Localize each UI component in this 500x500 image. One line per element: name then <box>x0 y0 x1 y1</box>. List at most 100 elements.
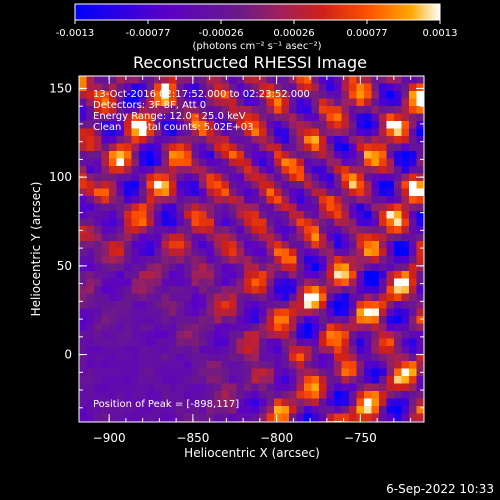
heatmap-cell <box>236 271 245 279</box>
heatmap-cell <box>296 413 305 422</box>
heatmap-cell <box>109 308 117 317</box>
heatmap-cell <box>221 98 230 107</box>
heatmap-cell <box>289 211 297 219</box>
heatmap-cell <box>191 91 200 99</box>
heatmap-cell <box>364 128 372 137</box>
heatmap-cell <box>296 203 305 212</box>
heatmap-cell <box>281 361 290 369</box>
heatmap-cell <box>109 263 117 272</box>
heatmap-cell <box>154 353 162 362</box>
heatmap-cell <box>266 106 275 114</box>
heatmap-cell <box>221 361 230 369</box>
heatmap-cell <box>394 248 402 257</box>
heatmap-cell <box>296 113 305 122</box>
heatmap-cell <box>251 263 260 272</box>
heatmap-cell <box>356 248 365 257</box>
heatmap-cell <box>221 143 230 152</box>
heatmap-cell <box>146 286 155 294</box>
heatmap-cell <box>334 203 342 212</box>
heatmap-cell <box>139 308 147 317</box>
heatmap-cell <box>236 406 245 414</box>
heatmap-cell <box>259 143 267 152</box>
heatmap-cell <box>139 383 147 392</box>
heatmap-cell <box>341 308 350 317</box>
heatmap-cell <box>169 256 177 264</box>
heatmap-cell <box>349 346 357 354</box>
heatmap-cell <box>184 166 192 174</box>
heatmap-cell <box>409 376 417 384</box>
heatmap-cell <box>206 316 215 324</box>
heatmap-cell <box>386 241 395 249</box>
heatmap-cell <box>259 368 267 377</box>
heatmap-cell <box>161 301 170 309</box>
heatmap-cell <box>289 391 297 399</box>
heatmap-cell <box>221 248 230 257</box>
heatmap-cell <box>304 188 312 197</box>
heatmap-cell <box>311 308 320 317</box>
heatmap-cell <box>146 383 155 392</box>
heatmap-cell <box>311 143 320 152</box>
heatmap-cell <box>176 353 185 362</box>
heatmap-cell <box>356 166 365 174</box>
heatmap-cell <box>176 233 185 242</box>
heatmap-cell <box>251 398 260 407</box>
heatmap-cell <box>394 293 402 302</box>
heatmap-cell <box>416 143 424 152</box>
heatmap-cell <box>184 391 192 399</box>
heatmap-cell <box>251 413 260 422</box>
heatmap-cell <box>371 91 380 99</box>
heatmap-cell <box>116 76 125 84</box>
heatmap-cell <box>401 166 410 174</box>
heatmap-cell <box>146 338 155 347</box>
heatmap-cell <box>161 413 170 422</box>
heatmap-cell <box>109 391 117 399</box>
heatmap-cell <box>229 383 237 392</box>
heatmap-cell <box>274 391 282 399</box>
heatmap-cell <box>94 83 102 92</box>
heatmap-cell <box>334 286 342 294</box>
heatmap-cell <box>206 136 215 144</box>
heatmap-cell <box>304 338 312 347</box>
heatmap-cell <box>379 143 387 152</box>
heatmap-cell <box>326 413 335 422</box>
heatmap-cell <box>199 256 207 264</box>
heatmap-cell <box>304 376 312 384</box>
heatmap-cell <box>86 121 95 129</box>
heatmap-cell <box>94 226 102 234</box>
heatmap-cell <box>409 406 417 414</box>
heatmap-cell <box>86 278 95 287</box>
heatmap-cell <box>341 143 350 152</box>
heatmap-cell <box>169 316 177 324</box>
heatmap-cell <box>356 211 365 219</box>
heatmap-cell <box>191 196 200 204</box>
heatmap-cell <box>229 406 237 414</box>
heatmap-cell <box>176 226 185 234</box>
heatmap-cell <box>401 286 410 294</box>
heatmap-cell <box>304 83 312 92</box>
heatmap-cell <box>116 83 125 92</box>
heatmap-cell <box>416 241 424 249</box>
heatmap-cell <box>296 211 305 219</box>
heatmap-cell <box>214 353 222 362</box>
heatmap-cell <box>176 166 185 174</box>
heatmap-cell <box>176 128 185 137</box>
heatmap-cell <box>341 248 350 257</box>
heatmap-cell <box>341 368 350 377</box>
heatmap-cell <box>274 413 282 422</box>
heatmap-cell <box>244 361 252 369</box>
heatmap-cell <box>244 338 252 347</box>
heatmap-cell <box>326 203 335 212</box>
heatmap-cell <box>409 233 417 242</box>
heatmap-cell <box>131 121 140 129</box>
heatmap-cell <box>161 143 170 152</box>
heatmap-cell <box>394 233 402 242</box>
heatmap-cell <box>161 188 170 197</box>
heatmap-cell <box>146 368 155 377</box>
heatmap-cell <box>326 83 335 92</box>
heatmap-cell <box>184 323 192 332</box>
heatmap-cell <box>139 143 147 152</box>
heatmap-cell <box>341 278 350 287</box>
heatmap-cell <box>146 413 155 422</box>
heatmap-cell <box>281 211 290 219</box>
heatmap-cell <box>94 308 102 317</box>
